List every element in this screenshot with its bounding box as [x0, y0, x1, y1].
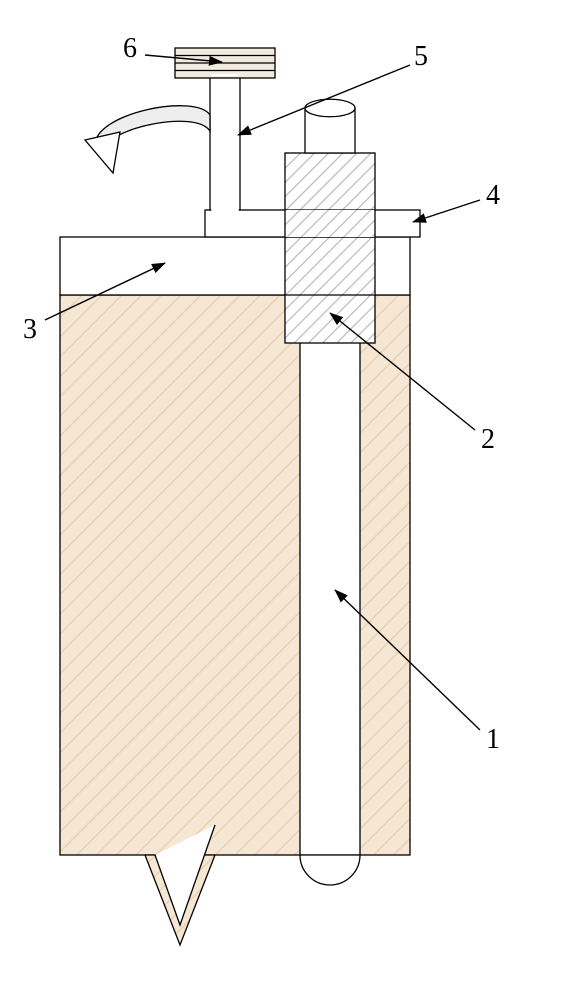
callout-label-1: 1	[486, 724, 500, 756]
callout-label-6: 6	[123, 33, 137, 65]
callout-label-3: 3	[23, 314, 37, 346]
callout-label-5: 5	[414, 41, 428, 73]
callout-label-2: 2	[481, 424, 495, 456]
callout-label-4: 4	[486, 180, 500, 212]
